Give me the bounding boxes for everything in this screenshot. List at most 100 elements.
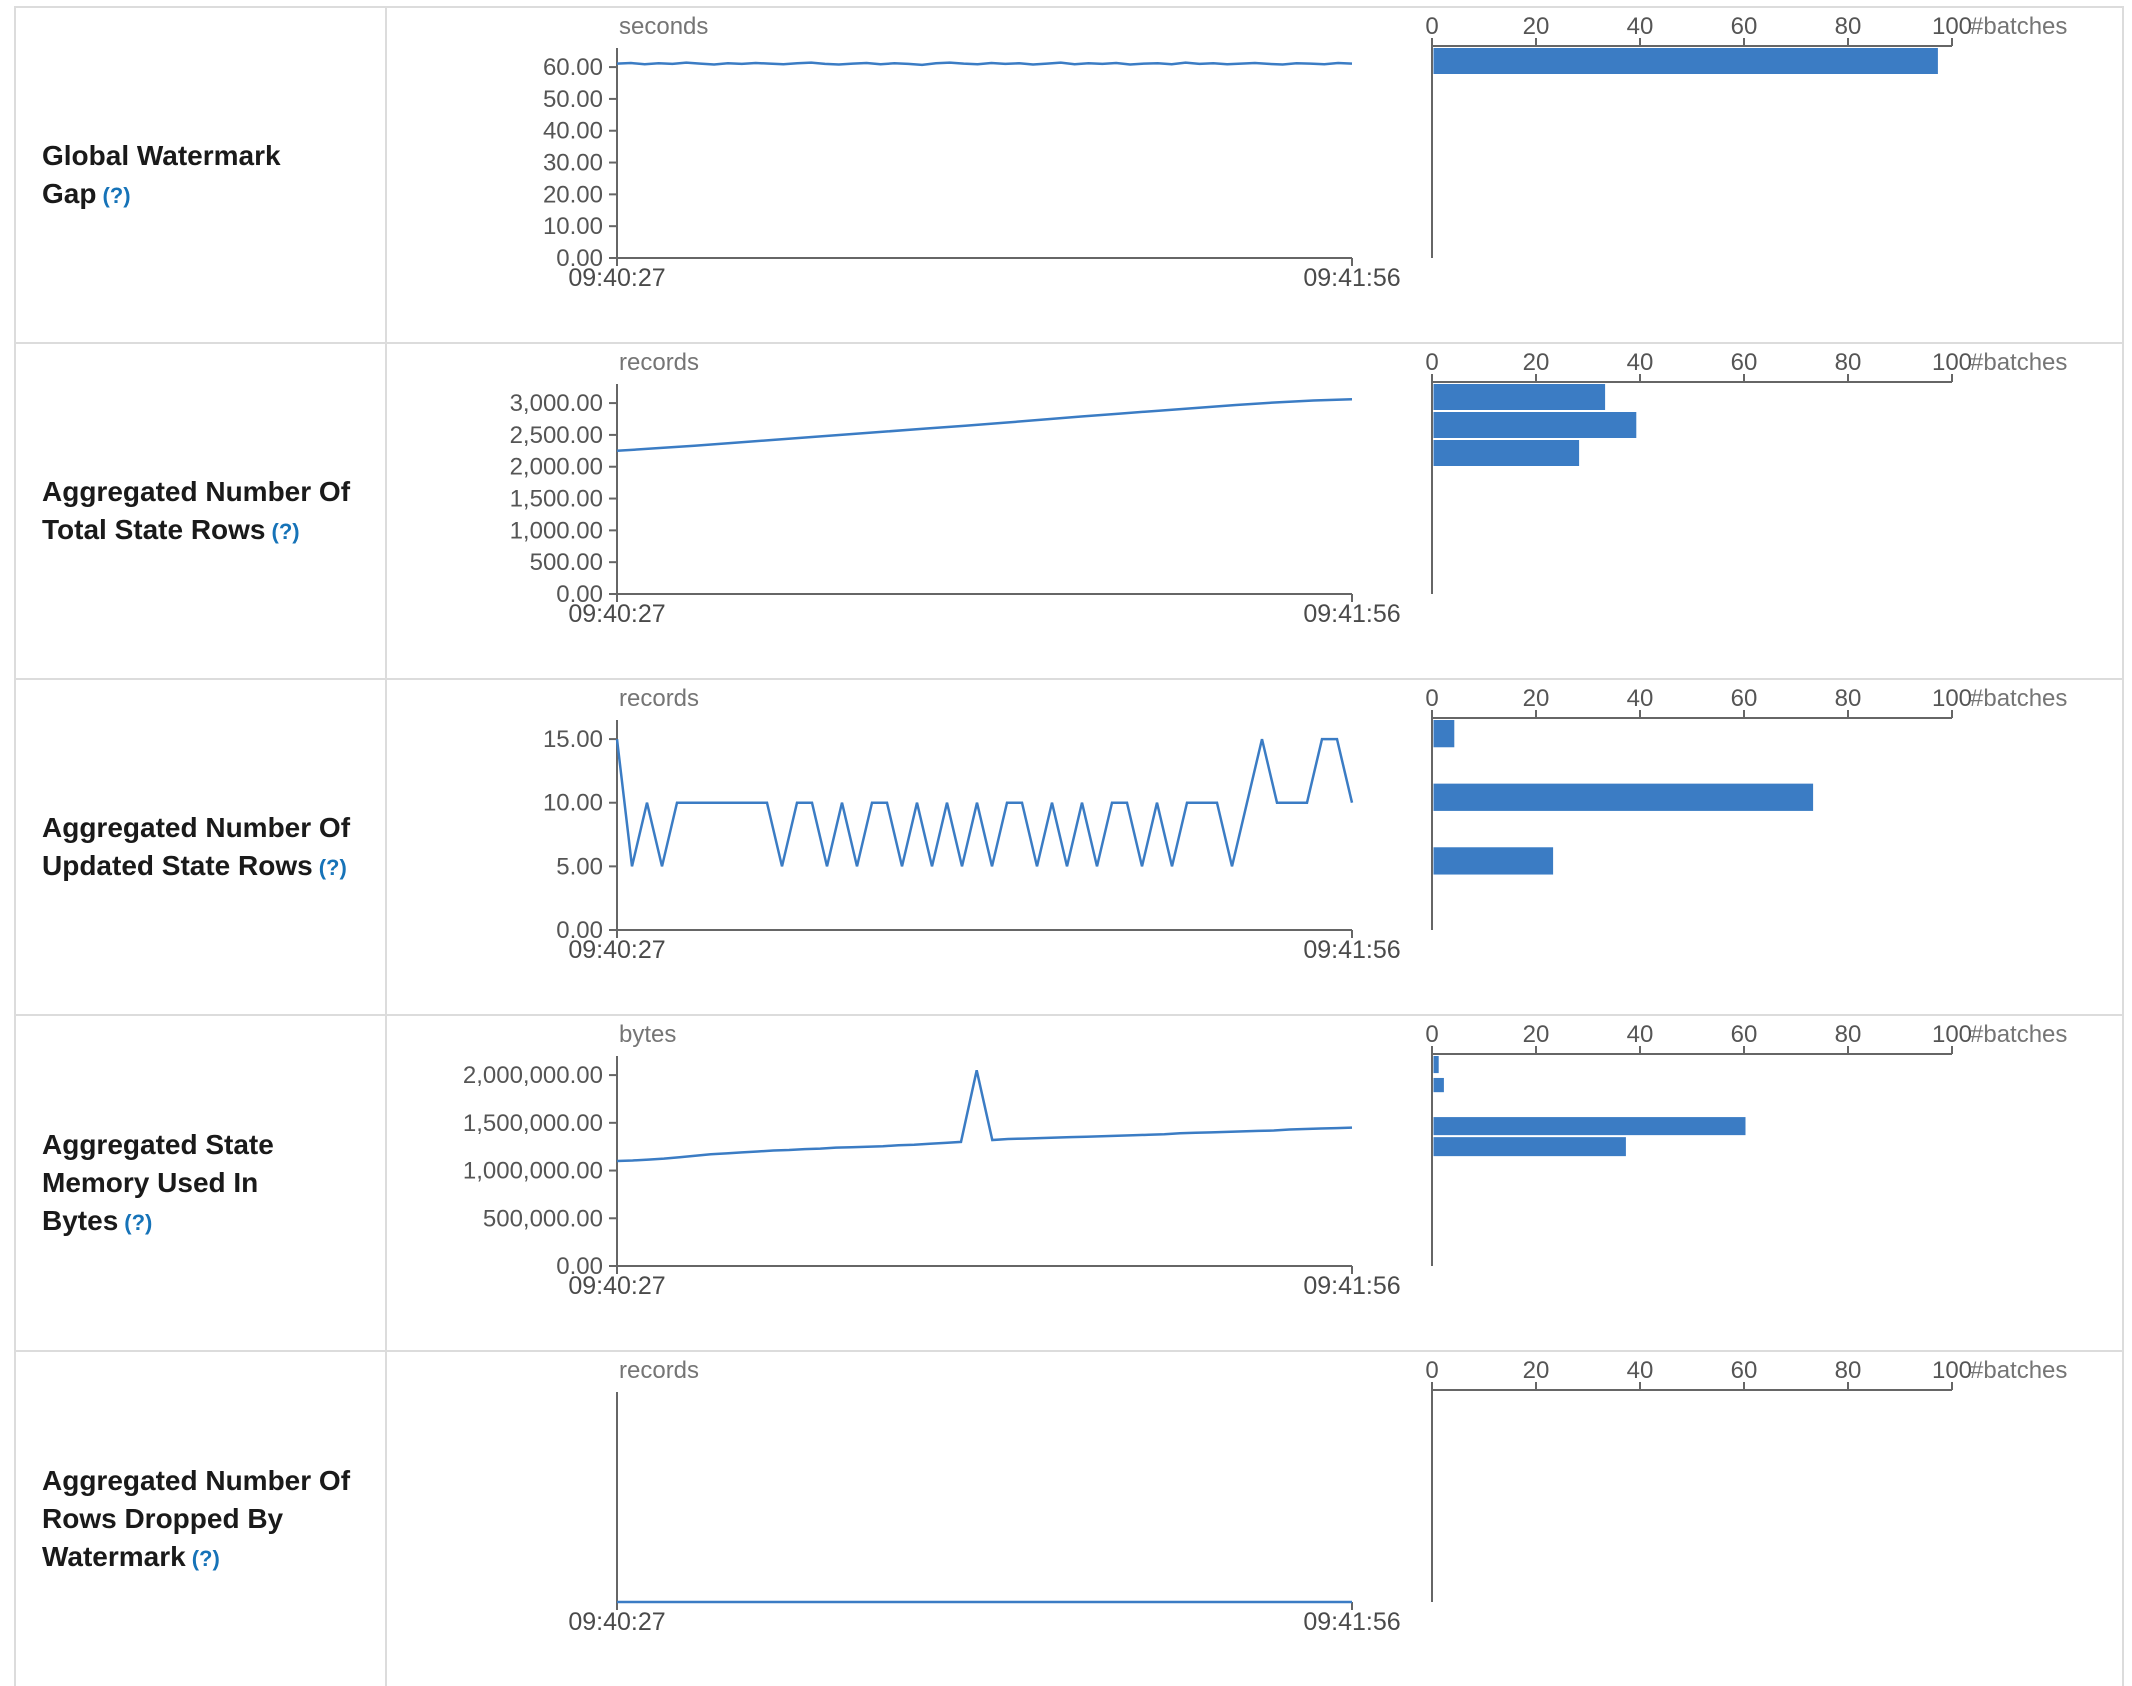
metric-label: Global Watermark Gap (?)	[42, 137, 373, 213]
svg-text:records: records	[619, 685, 699, 712]
svg-text:seconds: seconds	[619, 13, 708, 40]
timeline-and-histogram-chart: bytes 0.00 500,000.00 1,000,000.00 1,500,000…	[463, 1021, 2068, 1300]
svg-text:60: 60	[1731, 1357, 1758, 1384]
svg-text:20: 20	[1523, 1021, 1550, 1048]
svg-text:records: records	[619, 349, 699, 376]
svg-text:60: 60	[1731, 1021, 1758, 1048]
svg-text:40.00: 40.00	[543, 118, 603, 145]
svg-text:100: 100	[1932, 13, 1972, 40]
svg-text:10.00: 10.00	[543, 213, 603, 240]
svg-text:#batches: #batches	[1970, 1021, 2067, 1048]
svg-text:0: 0	[1425, 13, 1438, 40]
svg-text:1,500,000.00: 1,500,000.00	[463, 1110, 603, 1137]
metric-name: Global Watermark Gap	[42, 140, 281, 209]
svg-text:1,500.00: 1,500.00	[510, 486, 603, 513]
svg-text:100: 100	[1932, 685, 1972, 712]
svg-text:500,000.00: 500,000.00	[483, 1205, 603, 1232]
svg-text:10.00: 10.00	[543, 790, 603, 817]
svg-text:09:41:56: 09:41:56	[1303, 600, 1400, 628]
metric-label-cell: Global Watermark Gap (?)	[16, 8, 387, 342]
timeline-and-histogram-chart: records 09:40:27 09:41:56 0 20 40 60 80 100#batc…	[568, 1357, 2067, 1636]
metric-charts-cell: records 0.00 5.00 10.00 15.00 09:40:27 09:41:5…	[387, 680, 2122, 1014]
svg-text:0: 0	[1425, 1021, 1438, 1048]
svg-text:0.00: 0.00	[556, 917, 603, 944]
metric-row: Global Watermark Gap (?) seconds 0.00 10.00…	[16, 8, 2122, 344]
metric-name: Aggregated State Memory Used In Bytes	[42, 1129, 274, 1236]
timeline-and-histogram-chart: records 0.00 500.00 1,000.00 1,500.00 2,000.0…	[510, 349, 2068, 628]
metric-name: Aggregated Number Of Updated State Rows	[42, 812, 351, 881]
svg-text:09:40:27: 09:40:27	[568, 600, 665, 628]
svg-text:1,000,000.00: 1,000,000.00	[463, 1158, 603, 1185]
metric-label: Aggregated Number Of Updated State Rows(…	[42, 809, 373, 885]
svg-text:#batches: #batches	[1970, 13, 2067, 40]
svg-text:0: 0	[1425, 685, 1438, 712]
help-tooltip-link[interactable]: (?)	[124, 1209, 153, 1235]
metric-name: Aggregated Number Of Rows Dropped By Wat…	[42, 1465, 351, 1572]
svg-text:09:41:56: 09:41:56	[1303, 936, 1400, 964]
svg-text:0.00: 0.00	[556, 245, 603, 272]
svg-text:50.00: 50.00	[543, 86, 603, 113]
svg-text:09:40:27: 09:40:27	[568, 264, 665, 292]
metric-charts-cell: records 0.00 500.00 1,000.00 1,500.00 2,000.0…	[387, 344, 2122, 678]
metric-charts-cell: bytes 0.00 500,000.00 1,000,000.00 1,500,000…	[387, 1016, 2122, 1350]
svg-text:0: 0	[1425, 349, 1438, 376]
metric-row: Aggregated Number Of Rows Dropped By Wat…	[16, 1352, 2122, 1686]
metric-label-cell: Aggregated State Memory Used In Bytes (?)	[16, 1016, 387, 1350]
metric-label: Aggregated State Memory Used In Bytes (?)	[42, 1126, 373, 1239]
svg-text:2,000.00: 2,000.00	[510, 454, 603, 481]
metric-charts-cell: records 09:40:27 09:41:56 0 20 40 60 80 100 #batc…	[387, 1352, 2122, 1686]
svg-text:40: 40	[1627, 685, 1654, 712]
svg-text:20.00: 20.00	[543, 181, 603, 208]
svg-text:60: 60	[1731, 349, 1758, 376]
svg-text:0.00: 0.00	[556, 1253, 603, 1280]
svg-text:100: 100	[1932, 349, 1972, 376]
svg-text:09:41:56: 09:41:56	[1303, 1608, 1400, 1636]
metric-label: Aggregated Number Of Rows Dropped By Wat…	[42, 1462, 373, 1575]
svg-text:20: 20	[1523, 13, 1550, 40]
svg-text:30.00: 30.00	[543, 150, 603, 177]
timeline-and-histogram-chart: seconds 0.00 10.00 20.00 30.00 40.00 50.00 60.0…	[543, 13, 2067, 292]
svg-text:#batches: #batches	[1970, 1357, 2067, 1384]
metric-row: Aggregated State Memory Used In Bytes (?)…	[16, 1016, 2122, 1352]
metric-label-cell: Aggregated Number Of Total State Rows (?)	[16, 344, 387, 678]
svg-text:20: 20	[1523, 349, 1550, 376]
svg-text:2,500.00: 2,500.00	[510, 422, 603, 449]
metric-label: Aggregated Number Of Total State Rows (?)	[42, 473, 373, 549]
help-tooltip-link[interactable]: (?)	[102, 183, 131, 208]
svg-text:09:41:56: 09:41:56	[1303, 264, 1400, 292]
svg-text:40: 40	[1627, 1357, 1654, 1384]
svg-text:20: 20	[1523, 1357, 1550, 1384]
svg-text:100: 100	[1932, 1357, 1972, 1384]
help-tooltip-link[interactable]: (?)	[191, 1545, 220, 1571]
svg-text:bytes: bytes	[619, 1021, 676, 1048]
svg-text:80: 80	[1835, 685, 1862, 712]
metric-row: Aggregated Number Of Total State Rows (?)…	[16, 344, 2122, 680]
help-tooltip-link[interactable]: (?)	[271, 519, 300, 544]
svg-text:09:41:56: 09:41:56	[1303, 1272, 1400, 1300]
metrics-table: Global Watermark Gap (?) seconds 0.00 10.00…	[14, 6, 2124, 1686]
svg-text:500.00: 500.00	[530, 549, 603, 576]
svg-text:100: 100	[1932, 1021, 1972, 1048]
help-tooltip-link[interactable]: (?)	[318, 855, 347, 880]
metric-name: Aggregated Number Of Total State Rows	[42, 476, 351, 545]
svg-text:80: 80	[1835, 13, 1862, 40]
svg-text:09:40:27: 09:40:27	[568, 1608, 665, 1636]
svg-text:2,000,000.00: 2,000,000.00	[463, 1062, 603, 1089]
svg-text:#batches: #batches	[1970, 685, 2067, 712]
svg-text:0: 0	[1425, 1357, 1438, 1384]
svg-text:20: 20	[1523, 685, 1550, 712]
svg-text:3,000.00: 3,000.00	[510, 390, 603, 417]
svg-text:80: 80	[1835, 349, 1862, 376]
svg-text:5.00: 5.00	[556, 853, 603, 880]
metric-charts-cell: seconds 0.00 10.00 20.00 30.00 40.00 50.00 60.0…	[387, 8, 2122, 342]
metric-row: Aggregated Number Of Updated State Rows(…	[16, 680, 2122, 1016]
svg-text:40: 40	[1627, 1021, 1654, 1048]
svg-text:60.00: 60.00	[543, 54, 603, 81]
svg-text:80: 80	[1835, 1357, 1862, 1384]
svg-text:15.00: 15.00	[543, 726, 603, 753]
svg-text:09:40:27: 09:40:27	[568, 936, 665, 964]
svg-text:1,000.00: 1,000.00	[510, 517, 603, 544]
svg-text:60: 60	[1731, 685, 1758, 712]
metric-label-cell: Aggregated Number Of Rows Dropped By Wat…	[16, 1352, 387, 1686]
